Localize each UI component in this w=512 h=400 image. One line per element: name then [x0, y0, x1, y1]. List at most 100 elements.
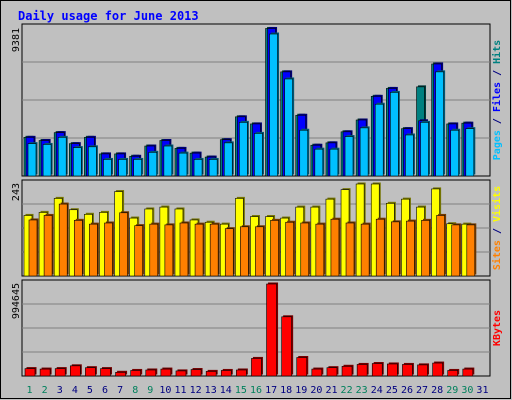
x-tick-label-day-31: 31 [476, 385, 488, 396]
bar-pages-day-7 [118, 157, 129, 177]
bar-kbytes-day-6 [100, 367, 112, 377]
bar [465, 128, 475, 177]
bar [254, 133, 263, 177]
bar [119, 212, 128, 277]
bar-sites-day-24 [375, 217, 386, 277]
series-label-part: / [492, 64, 503, 82]
bar-pages-day-16 [254, 131, 264, 177]
bar [194, 223, 204, 277]
x-tick-label-day-10: 10 [159, 385, 171, 396]
x-tick-label-day-28: 28 [431, 385, 443, 396]
bar-pages-day-6 [103, 157, 113, 177]
x-tick-label-day-11: 11 [174, 385, 186, 396]
bar-pages-day-12 [193, 157, 204, 177]
bar-sites-day-18 [285, 220, 296, 277]
bar-sites-day-19 [300, 221, 311, 277]
bar [417, 364, 428, 377]
x-tick-label-day-1: 1 [27, 385, 33, 396]
bar [134, 225, 143, 277]
bar-kbytes-day-3 [54, 367, 67, 377]
x-tick-label-day-7: 7 [117, 385, 123, 396]
bar [406, 220, 415, 277]
bar [208, 159, 218, 177]
x-tick-label-day-8: 8 [132, 385, 138, 396]
bar [73, 220, 83, 277]
bar [251, 358, 262, 377]
bar [329, 148, 339, 177]
bar [89, 223, 98, 277]
bar [330, 218, 340, 277]
bar [285, 221, 294, 277]
bar [28, 219, 38, 277]
bar-kbytes-day-1 [24, 367, 37, 377]
bar [405, 134, 414, 177]
bar-pages-day-24 [374, 102, 385, 177]
x-tick-label-day-13: 13 [205, 385, 217, 396]
chart-title: Daily usage for June 2013 [18, 9, 199, 23]
bar-kbytes-day-23 [356, 362, 369, 377]
bar-sites-day-17 [270, 218, 281, 277]
bar [300, 222, 310, 277]
series-label-part: Visits [491, 186, 503, 222]
bar [193, 159, 203, 177]
x-tick-label-day-16: 16 [250, 385, 262, 396]
x-tick-label-day-25: 25 [386, 385, 398, 396]
bar [175, 370, 187, 377]
bar [326, 367, 338, 377]
bar [255, 226, 264, 277]
bar [43, 215, 53, 277]
bar-pages-day-20 [314, 147, 325, 177]
bar-pages-day-18 [284, 77, 295, 177]
bar [314, 148, 324, 177]
bar [164, 224, 174, 277]
x-tick-label-day-20: 20 [310, 385, 322, 396]
bar [42, 144, 52, 177]
bar-pages-day-17 [269, 32, 280, 177]
bar [344, 136, 354, 177]
bar [270, 220, 279, 277]
bar [391, 221, 400, 277]
bar [148, 152, 158, 177]
bar [178, 152, 188, 177]
bar-sites-day-9 [149, 222, 160, 277]
bar [103, 159, 112, 177]
bar-kbytes-day-14 [220, 368, 233, 377]
bar-sites-day-6 [104, 221, 114, 277]
bar-kbytes-day-4 [69, 364, 82, 377]
bar [118, 159, 127, 177]
x-tick-label-day-21: 21 [325, 385, 337, 396]
bar-sites-day-29 [451, 223, 462, 277]
bar-kbytes-day-25 [387, 362, 399, 377]
bar [205, 371, 217, 377]
x-tick-label-day-30: 30 [461, 385, 473, 396]
bar [58, 203, 68, 277]
bar-pages-day-13 [208, 157, 219, 177]
bar-pages-day-22 [344, 135, 355, 177]
x-tick-label-day-9: 9 [147, 385, 153, 396]
bar-sites-day-4 [73, 218, 84, 277]
bar-kbytes-day-22 [341, 364, 354, 377]
series-label-part: / [492, 222, 503, 240]
bar-sites-day-2 [43, 213, 54, 277]
bar [345, 222, 355, 277]
bar-kbytes-day-10 [160, 367, 173, 377]
bar-pages-day-27 [420, 120, 431, 177]
bar [209, 223, 219, 277]
panel-2: 243 Sites / Visits [11, 179, 503, 277]
bar [57, 137, 67, 177]
bar-kbytes-day-15 [236, 368, 248, 377]
panel-max-label: 9381 [11, 28, 22, 52]
x-tick-label-day-29: 29 [446, 385, 458, 396]
bar-sites-day-7 [119, 211, 130, 277]
bar [220, 370, 232, 377]
bar-sites-day-10 [164, 223, 175, 277]
bar-sites-day-21 [330, 217, 341, 277]
x-tick-label-day-6: 6 [102, 385, 108, 396]
bar-kbytes-day-19 [296, 356, 309, 377]
panel-bars [23, 182, 477, 277]
bar-pages-day-26 [405, 133, 415, 177]
bar [420, 122, 429, 177]
bar [179, 222, 189, 277]
